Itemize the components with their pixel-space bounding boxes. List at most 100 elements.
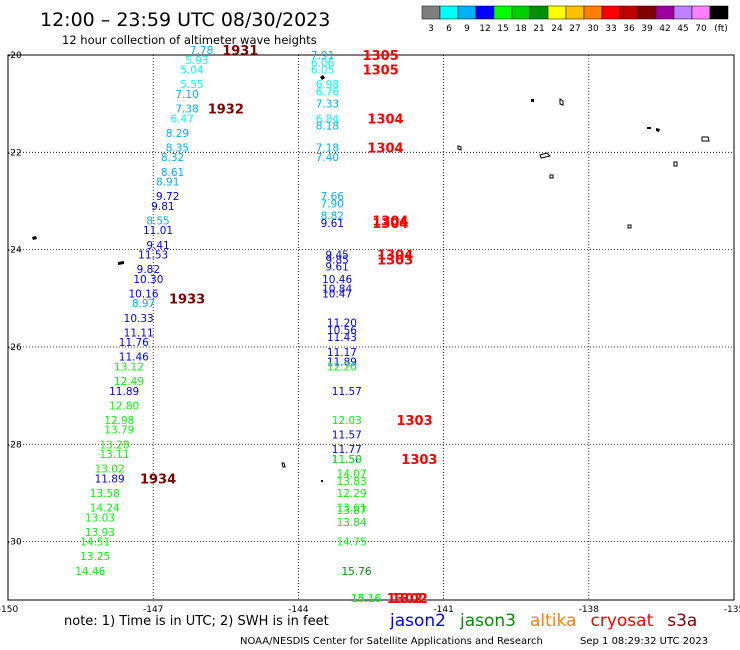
graticule [8,55,734,600]
wave-height-label: 11.89 [109,386,139,398]
colorbar-label: 18 [515,24,527,34]
page-title: 12:00 – 23:59 UTC 08/30/2023 [40,9,330,31]
wave-height-label: 7.66 [321,191,345,203]
island-outline [118,261,124,265]
wave-height-label: 9.72 [156,191,179,203]
wave-height-label: 10.84 [322,284,352,296]
island-outline [320,75,325,80]
island-outlines [32,75,710,482]
pass-time-label: 1933 [169,292,205,307]
wave-height-label: 8.97 [132,298,155,310]
colorbar-label: 42 [659,24,670,34]
wave-height-label: 11.59 [332,454,362,466]
wave-height-label: 7.33 [316,99,339,111]
colorbar-swatch [511,5,531,20]
wave-height-label: 9.45 [325,250,348,262]
colorbar-swatch [565,5,585,20]
wave-height-label: 13.58 [90,488,120,500]
colorbar-swatch [475,5,495,20]
wave-height-label: 7.91 [311,50,334,62]
pass-time-label: 1305 [363,49,399,64]
wave-height-label: 12.49 [114,376,144,388]
wave-height-label: 13.28 [99,439,129,451]
wave-height-label: 7.38 [175,104,198,116]
note-text: note: 1) Time is in UTC; 2) SWH is in fe… [64,614,329,629]
wave-height-label: 6.05 [311,65,334,77]
colorbar-label: 36 [623,24,635,34]
wave-height-label: 6.76 [316,86,340,98]
wave-height-label: 10.47 [322,288,352,300]
colorbar-swatch [601,5,621,20]
wave-height-values: 7.785.935.04 5.557.10 7.386.47 8.29 8.358.32… [75,45,381,605]
wave-height-label: 5.93 [185,55,208,67]
wave-height-label: 14.16 [351,593,381,605]
wave-height-label: 12.03 [332,415,362,427]
colorbar-swatch [457,5,477,20]
colorbar-swatch [637,5,657,20]
colorbar-swatch [493,5,513,20]
colorbar-label: 21 [533,24,544,34]
wave-height-label: 13.25 [80,551,110,563]
wave-height-label: 10.46 [322,274,352,286]
satellite-legend-item: altika [530,611,577,631]
wave-height-label: 10.16 [128,288,158,300]
map-frame [7,54,735,601]
wave-height-label: 11.89 [95,473,125,485]
island-outline [701,136,710,142]
longitude-tick-label: -150 [0,605,18,615]
satellite-legend: jason2 jason3 altika cryosat s3a [389,611,697,631]
latitude-tick-label: -20 [7,51,22,61]
pass-time-label: 1931 [222,44,258,59]
color-scale-legend: 3 6 9 12 15 18 21 24 27 30 33 36 39 42 45 70 (ft) [421,5,729,34]
wave-height-label: 7.40 [316,152,339,164]
longitude-tick-label: -141 [433,605,453,615]
wave-height-label: 13.93 [85,527,115,539]
colorbar-swatch [529,5,549,20]
satellite-legend-item: jason2 [389,611,446,631]
pass-time-label: 1303 [396,414,432,429]
wave-height-label: 7.18 [316,142,339,154]
longitude-tick-label: -147 [143,605,163,615]
wave-height-label: 10.33 [124,313,154,325]
latitude-tick-label: -28 [7,440,22,450]
pass-time-label: 1303 [377,253,413,268]
colorbar-label: 27 [569,24,580,34]
colorbar-label: 24 [551,24,563,34]
pass-time-label: 1304 [367,112,403,127]
pass-time-label: 1304 [377,249,413,264]
latitude-axis: -20 -22 -24 -26 -28 -30 [7,51,22,548]
wave-height-label: 11.89 [327,357,357,369]
wave-height-label: 11.50 [332,454,362,466]
island-outline [656,128,660,132]
wave-height-label: 13.02 [95,464,125,476]
longitude-tick-label: -144 [288,605,309,615]
colorbar-swatch [619,5,639,20]
wave-height-label: 8.91 [156,177,179,189]
wave-height-label: 11.20 [327,318,357,330]
satellite-legend-item: jason3 [459,611,516,631]
island-outline [321,480,323,482]
map-plot-area: 7.785.935.04 5.557.10 7.386.47 8.29 8.358.32… [7,44,735,607]
wave-height-label: 13.87 [337,505,367,517]
colorbar-label: 33 [605,24,616,34]
island-outline [281,462,286,468]
wave-height-label: 6.84 [316,113,340,125]
satellite-legend-item: cryosat [591,611,654,631]
wave-height-label: 15.16 [351,593,381,605]
wave-height-label: 13.83 [337,476,367,488]
pass-time-label: 1303 [401,453,437,468]
island-outline [559,98,564,106]
wave-height-label: 14.24 [90,503,120,515]
island-outline [647,127,651,129]
wave-height-label: 11.57 [332,386,362,398]
island-outline [531,99,534,102]
wave-height-label: 8.29 [166,128,189,140]
wave-height-label: 9.41 [146,240,169,252]
pass-time-label: 1304 [372,214,408,229]
wave-height-label: 12.29 [337,488,367,500]
island-outline [32,236,37,240]
pass-time-label: 1304 [367,141,403,156]
pass-time-label: 1304 [372,217,408,232]
colorbar-label: 12 [479,24,490,34]
wave-height-label: 13.11 [99,449,129,461]
